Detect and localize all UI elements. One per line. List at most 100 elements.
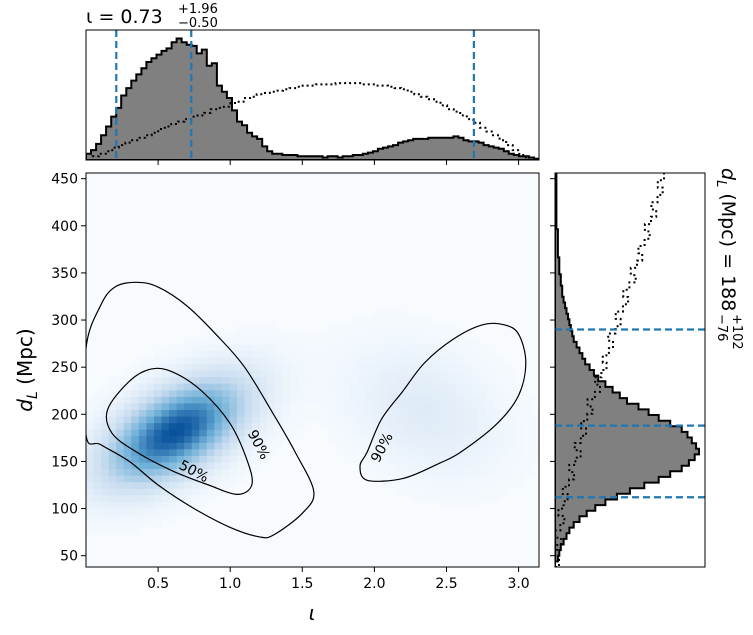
heat-cell: [471, 494, 480, 502]
heat-cell: [388, 310, 397, 319]
heat-cell: [403, 481, 412, 489]
heat-cell: [365, 448, 374, 456]
heat-cell: [342, 324, 351, 332]
heat-cell: [365, 389, 374, 397]
heat-cell: [440, 481, 449, 489]
heat-cell: [131, 514, 140, 522]
heat-cell: [297, 396, 306, 404]
heat-cell: [131, 435, 140, 443]
heat-cell: [327, 370, 336, 378]
heat-cell: [312, 402, 321, 410]
heat-cell: [493, 356, 502, 365]
heat-cell: [153, 461, 163, 470]
heat-cell: [471, 337, 480, 345]
heat-cell: [221, 370, 231, 378]
heat-cell: [184, 494, 193, 502]
heat-cell: [471, 475, 480, 483]
heat-cell: [101, 389, 110, 397]
heat-cell: [493, 455, 502, 463]
heat-cell: [153, 475, 163, 483]
joint-frame: [85, 172, 540, 568]
heat-cell: [410, 488, 419, 496]
heat-cell: [327, 324, 336, 332]
heat-cell: [463, 363, 472, 371]
heat-cell: [418, 422, 427, 430]
heat-cell: [425, 324, 434, 332]
heat-cell: [184, 435, 193, 443]
heat-cell: [184, 461, 193, 470]
heat-cell: [116, 527, 125, 535]
heat-cell: [418, 317, 427, 325]
heat-cell: [108, 475, 117, 483]
heat-cell: [388, 435, 397, 443]
heat-cell: [403, 435, 412, 443]
heat-cell: [221, 435, 231, 443]
heat-cell: [372, 370, 382, 378]
heat-cell: [342, 356, 351, 365]
heat-cell: [471, 415, 480, 424]
heat-cell: [418, 389, 427, 397]
heat-cell: [372, 455, 382, 463]
heat-cell: [169, 402, 178, 410]
heat-cell: [206, 409, 215, 417]
heat-cell: [93, 396, 102, 404]
heat-cell: [108, 468, 117, 476]
right-title: dL (Mpc) = 188 +102 −76: [713, 168, 744, 350]
heat-cell: [146, 521, 155, 529]
heat-cell: [146, 455, 155, 463]
heat-cell: [403, 409, 412, 417]
heat-cell: [403, 350, 412, 358]
top-title-main: ι = 0.73: [86, 6, 163, 28]
heat-cell: [357, 409, 366, 417]
heat-cell: [176, 481, 185, 489]
heat-cell: [455, 350, 465, 358]
heat-cell: [237, 376, 246, 384]
heat-cell: [335, 435, 344, 443]
heat-cell: [448, 429, 457, 437]
heat-cell: [86, 409, 95, 417]
heat-cell: [365, 455, 374, 463]
heat-cell: [153, 350, 163, 358]
heat-cell: [214, 415, 223, 424]
heat-cell: [259, 350, 268, 358]
heat-cell: [101, 402, 110, 410]
heat-cell: [320, 422, 329, 430]
heat-cell: [448, 409, 457, 417]
heat-cell: [486, 442, 495, 450]
heat-cell: [221, 409, 231, 417]
heat-cell: [425, 488, 434, 496]
heat-cell: [418, 442, 427, 450]
heat-cell: [448, 330, 457, 338]
heat-cell: [327, 415, 336, 424]
heat-cell: [274, 350, 283, 358]
heat-cell: [516, 422, 525, 430]
heat-cell: [471, 448, 480, 456]
heat-cell: [478, 488, 487, 496]
heat-cell: [267, 415, 276, 424]
heat-cell: [176, 343, 185, 351]
heat-cell: [357, 429, 366, 437]
heat-cell: [516, 396, 525, 404]
heat-cell: [523, 402, 533, 410]
heat-cell: [357, 383, 366, 391]
heat-cell: [282, 415, 291, 424]
heat-cell: [455, 343, 465, 351]
heat-cell: [304, 370, 314, 378]
heat-cell: [221, 429, 231, 437]
heat-cell: [471, 488, 480, 496]
heat-cell: [418, 468, 427, 476]
heat-cell: [199, 370, 208, 378]
heat-cell: [259, 435, 268, 443]
heat-cell: [86, 435, 95, 443]
heat-cell: [282, 337, 291, 345]
heat-cell: [199, 468, 208, 476]
heat-cell: [380, 448, 389, 456]
heat-cell: [448, 494, 457, 502]
heat-cell: [206, 488, 215, 496]
heat-cell: [252, 402, 261, 410]
heat-cell: [418, 435, 427, 443]
contour-50pct-2: [105, 367, 253, 496]
heat-cell: [440, 422, 449, 430]
heat-cell: [433, 396, 442, 404]
heat-cell: [455, 376, 465, 384]
